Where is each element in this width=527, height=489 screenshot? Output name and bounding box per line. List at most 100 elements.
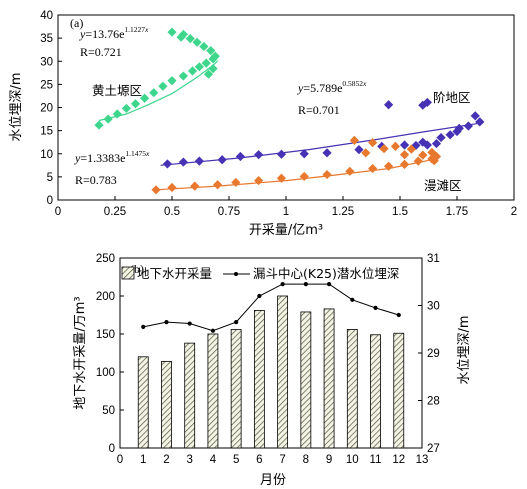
fit-line-series-1 (160, 122, 480, 166)
data-point-series-2 (167, 182, 177, 193)
panel-b-legend: 地下水开采量 漏斗中心(K25)潜水位埋深 (121, 266, 399, 281)
data-point-series-0 (149, 88, 159, 98)
panel-b-y-axis-label: 地下水开采量/万m³ (73, 296, 88, 409)
bar-month-10 (346, 329, 358, 449)
water-level-point-month-5 (234, 320, 239, 325)
b-x-tick-label: 9 (326, 454, 332, 466)
a-y-tick-label: 15 (40, 126, 53, 138)
a-x-tick-label: 1.75 (446, 206, 468, 218)
b-right-tick-label: 27 (427, 443, 440, 455)
data-point-series-1 (463, 121, 473, 131)
data-point-series-0 (208, 64, 218, 74)
bar-month-5 (230, 329, 242, 449)
water-level-point-month-11 (373, 305, 378, 310)
water-level-point-month-1 (141, 324, 146, 329)
equation-loess: y=13.76e1.1227x R=0.721 (79, 25, 149, 59)
legend-bar-swatch (121, 266, 135, 280)
legend-line-label: 漏斗中心(K25)潜水位埋深 (253, 266, 399, 281)
data-point-series-0 (167, 76, 177, 86)
b-y-tick-label: 250 (96, 253, 115, 265)
equation-loess-text: y=13.76e1.1227x (79, 25, 149, 41)
data-point-series-0 (203, 69, 214, 79)
data-point-series-2 (299, 171, 309, 182)
a-y-tick-label: 0 (47, 195, 53, 207)
data-point-series-2 (368, 138, 378, 148)
b-y-tick-label: 50 (102, 405, 115, 417)
b-x-tick-label: 1 (140, 454, 146, 466)
r-value-loess: R=0.721 (80, 45, 122, 59)
data-point-series-1 (194, 156, 204, 166)
a-x-tick-label: 1 (283, 206, 289, 218)
equation-floodplain-text: y=1.3383e1.1475x (74, 149, 150, 165)
b-x-tick-label: 7 (279, 454, 285, 466)
water-level-point-month-6 (257, 293, 262, 299)
data-point-series-2 (151, 185, 161, 195)
b-x-tick-label: 3 (186, 454, 192, 466)
panel-a-label: (a) (70, 16, 83, 30)
data-point-series-2 (361, 148, 371, 158)
equation-terrace: y=5.789e0.5852x R=0.701 (297, 79, 367, 117)
data-point-series-2 (427, 147, 437, 157)
b-x-tick-label: 12 (392, 454, 405, 466)
bar-month-4 (207, 333, 219, 449)
bar-month-11 (370, 334, 381, 449)
series-label-floodplain: 漫滩区 (424, 178, 462, 193)
data-point-series-1 (217, 155, 227, 165)
panel-b-ticks: 0 1 2 3 4 5 6 7 8 9 10 11 12 130501001502002502728293… (96, 253, 440, 466)
data-point-series-1 (445, 130, 455, 140)
data-point-series-2 (406, 144, 416, 154)
a-x-tick-label: 0.25 (104, 206, 126, 218)
data-point-series-0 (112, 109, 122, 119)
bar-month-7 (277, 295, 289, 449)
b-x-tick-label: 10 (346, 454, 359, 466)
bar-month-9 (323, 308, 335, 449)
data-point-series-0 (199, 41, 209, 52)
legend-bar-label: 地下水开采量 (137, 266, 212, 281)
a-x-tick-label: 0.75 (218, 206, 240, 218)
b-x-tick-label: 11 (370, 454, 382, 466)
data-point-series-1 (276, 149, 287, 159)
b-right-tick-label: 31 (427, 253, 440, 265)
b-right-tick-label: 29 (427, 348, 440, 360)
b-y-tick-label: 0 (109, 443, 115, 455)
panel-b: (b) 0 1 2 3 4 5 6 7 8 9 10 11 12 13050100150200250272… (73, 253, 472, 488)
water-level-point-month-9 (326, 282, 332, 287)
data-point-series-1 (436, 132, 446, 143)
data-point-series-1 (235, 151, 245, 162)
data-point-series-0 (201, 58, 211, 68)
b-x-tick-label: 6 (256, 454, 262, 466)
data-point-series-1 (475, 117, 485, 127)
b-y-tick-label: 200 (96, 291, 115, 303)
data-point-series-2 (322, 169, 332, 180)
data-point-series-0 (178, 71, 188, 81)
panel-a-fit-lines (98, 60, 480, 191)
data-point-series-0 (194, 62, 204, 72)
data-point-series-1 (254, 150, 264, 160)
panel-a-x-axis-label: 开采量/亿m³ (249, 223, 323, 238)
panel-b-bars (137, 295, 405, 449)
water-level-point-month-8 (303, 282, 308, 287)
data-point-series-1 (384, 100, 394, 110)
data-point-series-1 (418, 137, 428, 147)
data-point-series-1 (411, 140, 421, 151)
b-x-tick-label: 5 (233, 454, 239, 466)
b-x-tick-label: 0 (117, 454, 123, 466)
data-point-series-0 (187, 66, 198, 76)
bar-month-6 (253, 310, 265, 449)
b-right-tick-label: 30 (427, 301, 440, 313)
data-point-series-1 (178, 157, 188, 167)
data-point-series-1 (418, 100, 428, 110)
data-point-series-2 (413, 156, 423, 166)
a-y-tick-label: 20 (40, 103, 53, 115)
data-point-series-1 (431, 138, 442, 149)
data-point-series-1 (322, 148, 332, 158)
water-level-point-month-2 (164, 320, 169, 325)
r-value-floodplain: R=0.783 (75, 173, 117, 187)
bar-month-8 (300, 311, 312, 449)
bar-month-3 (184, 342, 196, 449)
b-right-tick-label: 28 (427, 396, 440, 408)
data-point-series-2 (379, 144, 389, 154)
a-x-tick-label: 0 (55, 206, 61, 218)
bar-month-2 (161, 360, 172, 449)
